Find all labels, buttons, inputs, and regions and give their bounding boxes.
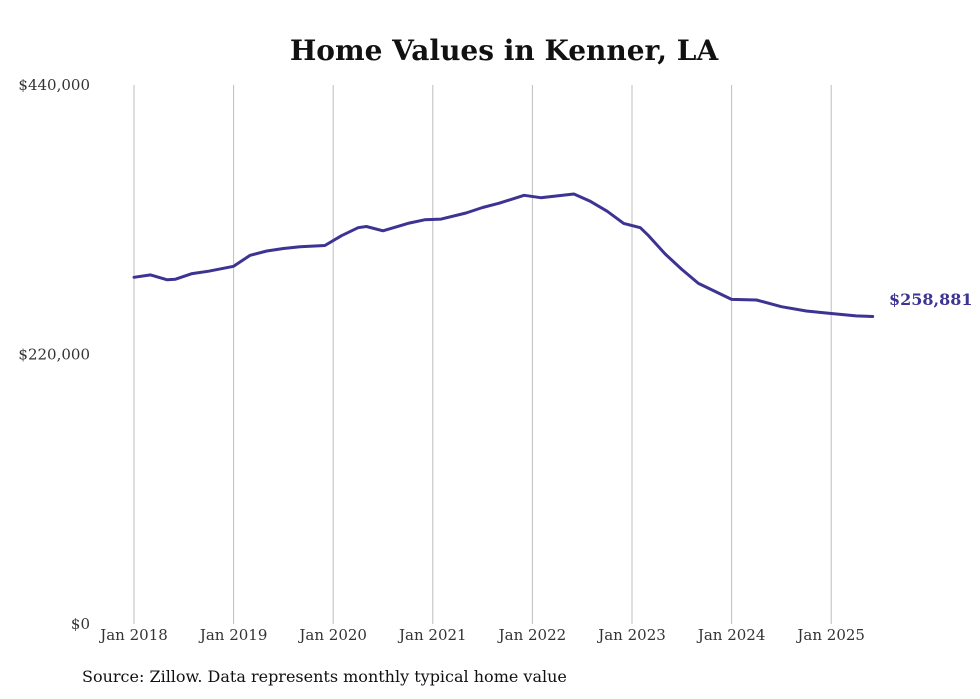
line-chart: Home Values in Kenner, LA $0 $220,000 $440… [18, 34, 973, 644]
x-tick-label: Jan 2023 [596, 626, 666, 644]
gridlines [133, 85, 832, 624]
x-tick-label: Jan 2022 [497, 626, 567, 644]
chart-title: Home Values in Kenner, LA [290, 34, 720, 67]
x-tick-label: Jan 2025 [795, 626, 865, 644]
x-tick-label: Jan 2024 [696, 626, 766, 644]
x-tick-label: Jan 2019 [198, 626, 268, 644]
x-axis-ticks: Jan 2018 Jan 2019 Jan 2020 Jan 2021 Jan 2022… [98, 626, 865, 644]
x-tick-label: Jan 2020 [297, 626, 367, 644]
y-tick-label: $0 [71, 615, 90, 633]
series-layer [132, 192, 875, 318]
y-tick-label: $220,000 [18, 346, 90, 364]
end-value-label: $258,881 [889, 290, 973, 309]
source-note: Source: Zillow. Data represents monthly … [82, 667, 567, 686]
x-tick-label: Jan 2018 [98, 626, 168, 644]
x-tick-label: Jan 2021 [397, 626, 467, 644]
series-line-0 [132, 192, 875, 318]
y-tick-label: $440,000 [18, 76, 90, 94]
y-axis-ticks: $0 $220,000 $440,000 [18, 76, 90, 633]
